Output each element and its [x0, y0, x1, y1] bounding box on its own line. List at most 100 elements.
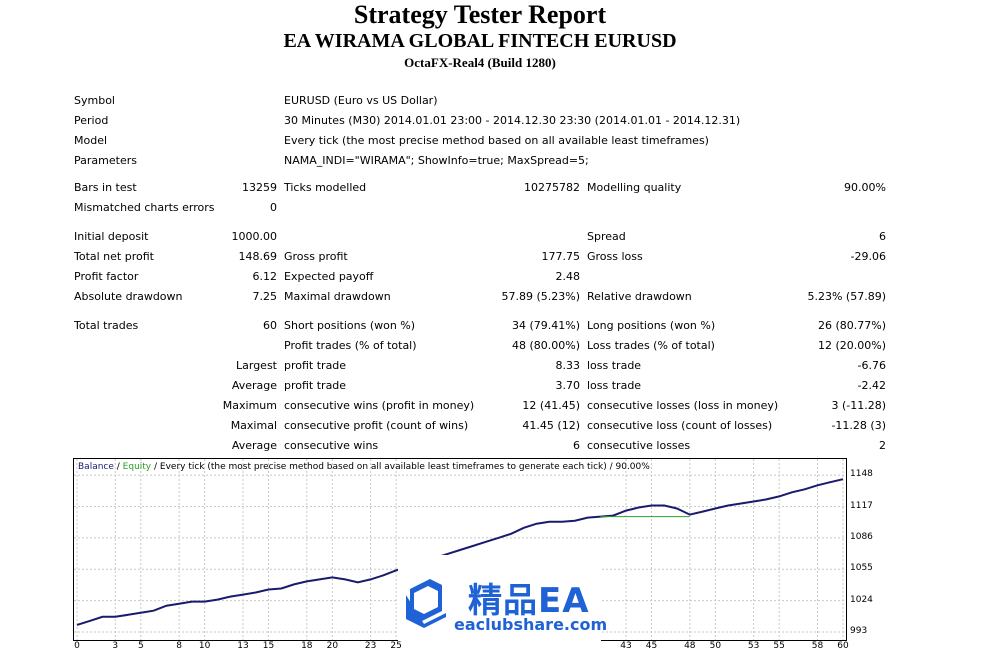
chart-legend: Balance / Equity / Every tick (the most … — [78, 462, 650, 473]
x-tick-label-15: 53 — [747, 641, 760, 651]
total-trades-value: 60 — [263, 319, 277, 332]
y-tick-label-3: 1086 — [850, 531, 873, 542]
x-tick-label-10: 25 — [390, 641, 402, 651]
report-title: Strategy Tester Report — [353, 0, 607, 29]
y-tick-label-5: 1148 — [850, 469, 873, 480]
y-tick-label-1: 1024 — [850, 594, 873, 605]
legend-equity: Equity — [122, 462, 152, 472]
model-value: Every tick (the most precise method base… — [284, 134, 709, 147]
parameters-value: NAMA_INDI="WIRAMA"; ShowInfo=true; MaxSp… — [284, 154, 589, 167]
legend-separator: / — [113, 462, 123, 472]
long-positions-value: 26 (80.77%) — [817, 319, 886, 332]
symbol-label: Symbol — [74, 94, 115, 107]
avg-cons-losses-label: consecutive losses — [587, 439, 691, 452]
profit-trades-label: Profit trades (% of total) — [284, 339, 417, 352]
x-tick-label-4: 10 — [198, 641, 211, 651]
book-stack-icon — [406, 579, 446, 628]
spread-label: Spread — [587, 230, 626, 243]
x-tick-label-0: 0 — [74, 641, 80, 651]
profit-trades-value: 48 (80.00%) — [511, 339, 580, 352]
gross-profit-label: Gross profit — [284, 250, 348, 263]
maximal-drawdown-label: Maximal drawdown — [284, 290, 391, 303]
cons-losses-money-value: 3 (-11.28) — [831, 399, 886, 412]
net-profit-value: 148.69 — [238, 250, 278, 263]
period-value: 30 Minutes (M30) 2014.01.01 23:00 - 2014… — [284, 114, 741, 127]
cons-profit-count-value: 41.45 (12) — [522, 419, 580, 432]
x-tick-label-1: 3 — [112, 641, 119, 651]
x-tick-label-12: 45 — [645, 641, 658, 651]
x-tick-label-7: 18 — [301, 641, 313, 651]
relative-drawdown-label: Relative drawdown — [587, 290, 692, 303]
bars-value: 13259 — [242, 181, 277, 194]
expected-payoff-label: Expected payoff — [284, 270, 374, 283]
watermark-brand: 精品EA — [468, 581, 590, 621]
gross-loss-label: Gross loss — [587, 250, 643, 263]
cons-loss-count-value: -11.28 (3) — [831, 419, 886, 432]
x-tick-label-5: 13 — [237, 641, 249, 651]
average-cons-label: Average — [231, 439, 277, 452]
bars-label: Bars in test — [74, 181, 137, 194]
x-tick-label-2: 5 — [137, 641, 144, 651]
gross-loss-value: -29.06 — [850, 250, 886, 263]
period-label: Period — [74, 114, 109, 127]
average-profit-value: 3.70 — [555, 379, 581, 392]
x-tick-label-9: 23 — [364, 641, 377, 651]
legend-balance: Balance — [78, 462, 114, 472]
spread-value: 6 — [879, 230, 886, 243]
x-tick-label-17: 58 — [811, 641, 824, 651]
series-balance-line — [76, 478, 844, 626]
largest-loss-label: loss trade — [587, 359, 642, 372]
avg-cons-wins-label: consecutive wins — [284, 439, 379, 452]
mismatch-value: 0 — [270, 201, 277, 214]
mismatch-label: Mismatched charts errors — [74, 201, 215, 214]
maximal-drawdown-value: 57.89 (5.23%) — [501, 290, 580, 303]
model-label: Model — [74, 134, 108, 147]
net-profit-label: Total net profit — [74, 250, 154, 263]
x-tick-label-8: 20 — [326, 641, 339, 651]
quality-value: 90.00% — [844, 181, 886, 194]
symbol-value: EURUSD (Euro vs US Dollar) — [284, 94, 438, 107]
x-tick-label-6: 15 — [262, 641, 275, 651]
avg-cons-losses-value: 2 — [879, 439, 886, 452]
parameters-label: Parameters — [74, 154, 137, 167]
maximal-label: Maximal — [230, 419, 277, 432]
ea-name: EA WIRAMA GLOBAL FINTECH EURUSD — [283, 30, 677, 52]
x-tick-label-13: 48 — [684, 641, 696, 651]
y-tick-label-2: 1055 — [850, 563, 873, 574]
gross-profit-value: 177.75 — [541, 250, 581, 263]
largest-label: Largest — [236, 359, 277, 372]
loss-trades-label: Loss trades (% of total) — [587, 339, 715, 352]
y-tick-label-0: 993 — [850, 626, 868, 636]
ticks-value: 10275782 — [524, 181, 580, 194]
cons-loss-count-label: consecutive loss (count of losses) — [587, 419, 773, 432]
short-positions-label: Short positions (won %) — [284, 319, 416, 332]
deposit-label: Initial deposit — [74, 230, 149, 243]
maximum-label: Maximum — [222, 399, 277, 412]
short-positions-value: 34 (79.41%) — [511, 319, 580, 332]
ticks-label: Ticks modelled — [284, 181, 367, 194]
average-profit-label: profit trade — [284, 379, 347, 392]
expected-payoff-value: 2.48 — [555, 270, 581, 283]
absolute-drawdown-label: Absolute drawdown — [74, 290, 183, 303]
profit-factor-label: Profit factor — [74, 270, 139, 283]
average-loss-label: loss trade — [587, 379, 642, 392]
x-tick-label-14: 50 — [709, 641, 722, 651]
avg-cons-wins-value: 6 — [573, 439, 580, 452]
largest-loss-value: -6.76 — [857, 359, 886, 372]
average-label: Average — [231, 379, 277, 392]
total-trades-label: Total trades — [74, 319, 139, 332]
legend-description: / Every tick (the most precise method ba… — [151, 462, 650, 472]
cons-wins-money-label: consecutive wins (profit in money) — [284, 399, 475, 412]
cons-wins-money-value: 12 (41.45) — [522, 399, 580, 412]
cons-losses-money-label: consecutive losses (loss in money) — [587, 399, 779, 412]
x-tick-label-16: 55 — [773, 641, 785, 651]
watermark-site: eaclubshare.com — [454, 615, 608, 634]
average-loss-value: -2.42 — [857, 379, 886, 392]
x-tick-label-11: 43 — [620, 641, 632, 651]
cons-profit-count-label: consecutive profit (count of wins) — [284, 419, 469, 432]
watermark-logo: 精品EA eaclubshare.com — [398, 555, 607, 660]
deposit-value: 1000.00 — [231, 230, 278, 243]
quality-label: Modelling quality — [587, 181, 682, 194]
x-tick-label-3: 8 — [176, 641, 182, 651]
largest-profit-label: profit trade — [284, 359, 347, 372]
